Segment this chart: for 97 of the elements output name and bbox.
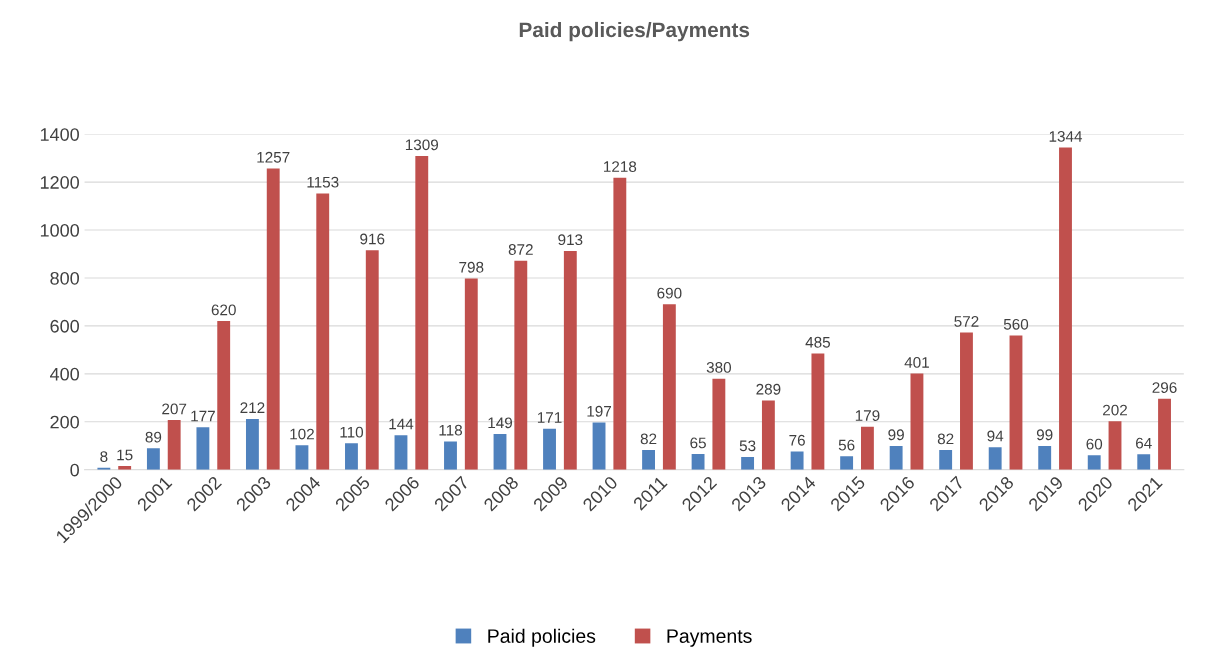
y-tick-label: 400: [49, 367, 79, 381]
data-label: 197: [587, 405, 612, 417]
data-label: 202: [1103, 404, 1127, 416]
bar: [1108, 421, 1122, 470]
bar: [415, 156, 429, 470]
y-tick-label: 1000: [40, 223, 79, 237]
bar: [563, 250, 577, 470]
bar: [1087, 455, 1101, 470]
bar: [543, 428, 556, 470]
bar: [939, 450, 953, 470]
data-label: 82: [937, 433, 954, 445]
bar: [840, 456, 854, 470]
bar: [1009, 335, 1023, 470]
data-label: 64: [1136, 437, 1152, 449]
data-label: 212: [240, 402, 265, 413]
bar: [345, 443, 358, 470]
bar: [316, 193, 330, 470]
bar: [691, 454, 705, 470]
data-label: 690: [657, 287, 682, 299]
data-label: 99: [1036, 429, 1053, 441]
bar: [592, 422, 606, 470]
data-label: 1218: [604, 161, 637, 173]
data-label: 620: [211, 304, 236, 316]
data-label: 913: [558, 234, 583, 246]
bar: [741, 457, 755, 470]
data-label: 872: [508, 244, 533, 255]
bar: [146, 448, 160, 470]
bar: [394, 435, 408, 470]
bar: [790, 451, 804, 470]
data-label: 15: [117, 449, 133, 461]
data-label: 207: [162, 403, 187, 415]
data-label: 572: [954, 316, 979, 327]
data-label: 76: [789, 434, 805, 446]
data-label: 401: [904, 356, 929, 368]
y-tick-label: 200: [50, 415, 79, 429]
y-tick-label: 1200: [40, 176, 79, 189]
data-label: 65: [690, 437, 706, 449]
bar: [444, 441, 457, 470]
bar: [493, 433, 507, 470]
data-label: 149: [488, 417, 513, 429]
bar: [365, 250, 379, 470]
bar: [1137, 454, 1151, 470]
chart-title: Paid policies/Payments: [519, 21, 750, 42]
data-label: 1257: [257, 151, 290, 163]
data-label: 798: [459, 261, 484, 273]
data-label: 296: [1152, 382, 1177, 393]
data-label: 102: [290, 428, 314, 440]
bar: [1038, 445, 1052, 470]
data-label: 177: [191, 410, 215, 422]
bar: [811, 353, 825, 470]
data-label: 1153: [307, 176, 339, 188]
bar: [266, 168, 280, 470]
legend-label: Payments: [667, 629, 752, 647]
y-tick-label: 800: [50, 271, 79, 285]
data-label: 89: [145, 431, 162, 443]
data-label: 1344: [1049, 131, 1083, 142]
y-tick-label: 600: [50, 319, 79, 333]
bar: [910, 373, 924, 470]
y-tick-label: 0: [70, 463, 79, 477]
data-label: 916: [360, 233, 385, 245]
y-tick-label: 1400: [40, 128, 79, 141]
bar: [889, 445, 903, 470]
data-label: 380: [706, 362, 732, 373]
data-label: 1309: [405, 139, 439, 151]
bar: [217, 321, 231, 470]
bar: [642, 450, 655, 470]
data-label: 289: [756, 383, 781, 395]
legend-label: Paid policies: [488, 628, 596, 647]
data-label: 82: [640, 433, 657, 445]
data-label: 56: [838, 439, 855, 451]
data-label: 171: [537, 412, 562, 423]
bar: [662, 304, 676, 470]
bar: [1059, 147, 1072, 470]
bar: [1158, 398, 1171, 470]
bar: [988, 447, 1002, 470]
data-label: 560: [1003, 318, 1029, 330]
bar: [960, 332, 973, 470]
bar: [860, 426, 874, 470]
data-label: 60: [1086, 438, 1103, 450]
data-label: 8: [100, 451, 108, 462]
data-label: 485: [805, 336, 831, 348]
bar: [295, 445, 309, 470]
bar: [245, 418, 259, 470]
bar: [464, 278, 478, 470]
data-label: 53: [739, 440, 756, 452]
bar: [613, 177, 627, 470]
data-label: 144: [389, 418, 414, 430]
data-label: 110: [340, 426, 364, 438]
data-label: 94: [987, 430, 1004, 442]
data-label: 99: [888, 429, 904, 441]
bar: [761, 400, 775, 470]
bar: [167, 420, 181, 470]
data-label: 179: [855, 410, 880, 422]
bar: [514, 260, 528, 470]
bar: [196, 427, 210, 470]
data-label: 118: [439, 424, 463, 436]
bar: [712, 378, 726, 470]
